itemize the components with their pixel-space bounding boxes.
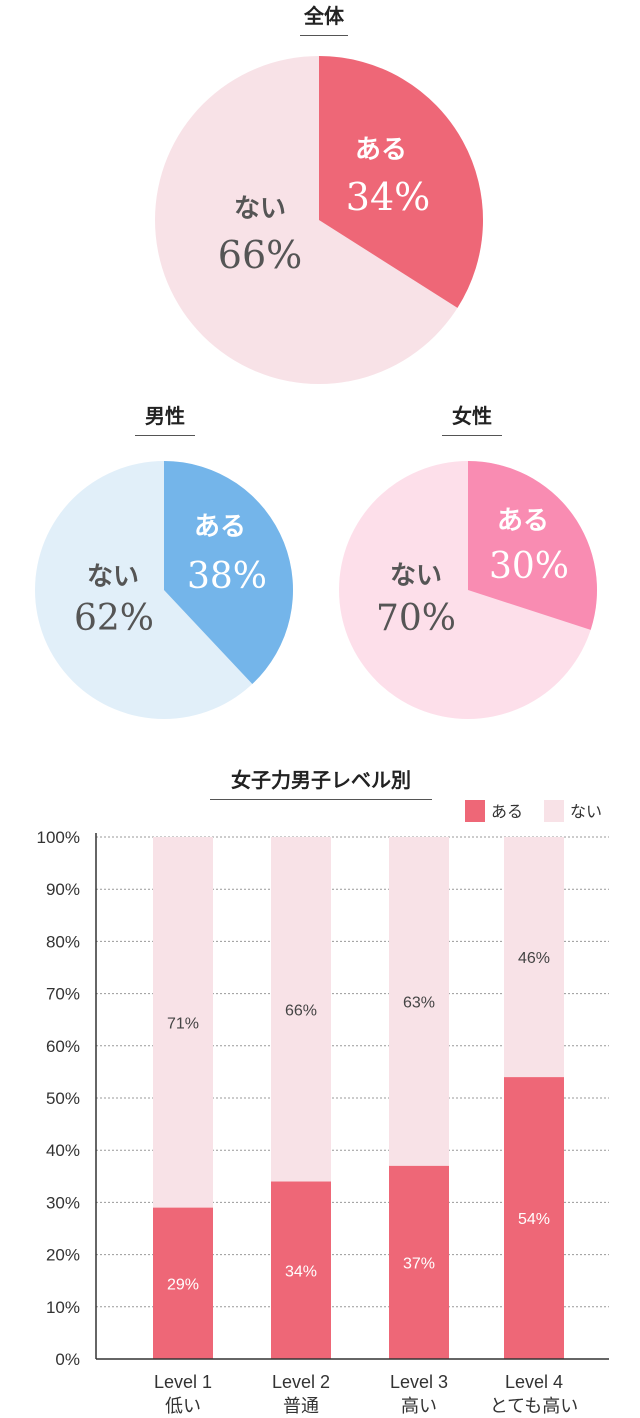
bar-segment-yes: [153, 1207, 213, 1359]
y-tick-label: 30%: [46, 1193, 80, 1212]
x-category-sublabel: 低い: [165, 1396, 201, 1416]
pie-label-yes: ある: [355, 135, 407, 165]
pie-chart-overall: ある 34% ない 66%: [155, 56, 483, 384]
pie-slice-yes: [164, 461, 293, 685]
pie-label-no: ない: [234, 194, 286, 224]
pie-value-yes: 34%: [346, 175, 430, 219]
bar-label-yes: 29%: [167, 1276, 199, 1293]
y-tick-label: 90%: [46, 880, 80, 899]
y-tick-label: 100%: [37, 828, 80, 847]
x-category-label: Level 1: [154, 1372, 212, 1392]
legend-label-no: ない: [570, 803, 602, 821]
y-tick-label: 60%: [46, 1037, 80, 1056]
legend-swatch-no: [544, 800, 564, 822]
pie-label-no: ない: [390, 561, 442, 591]
pie-title-overall: 全体: [300, 4, 348, 36]
bar-label-yes: 34%: [285, 1263, 317, 1280]
y-tick-label: 40%: [46, 1141, 80, 1160]
bar-label-no: 46%: [518, 950, 550, 967]
bar-segment-yes: [389, 1165, 449, 1359]
pie-slice-yes: [468, 461, 597, 630]
x-category-sublabel: とても高い: [490, 1396, 579, 1416]
bar-segment-no: [389, 837, 449, 1166]
y-tick-label: 20%: [46, 1246, 80, 1265]
pie-chart-female: ある 30% ない 70%: [339, 461, 597, 719]
x-category-label: Level 4: [505, 1372, 563, 1392]
y-tick-label: 50%: [46, 1089, 80, 1108]
pie-title-female: 女性: [442, 404, 502, 436]
bar-segment-no: [271, 837, 331, 1182]
pie-value-no: 70%: [376, 598, 456, 639]
bar-segment-no: [504, 837, 564, 1078]
bar-label-yes: 37%: [403, 1255, 435, 1272]
pie-title-male: 男性: [135, 404, 195, 436]
pie-value-no: 66%: [218, 233, 302, 277]
x-category-sublabel: 普通: [283, 1396, 319, 1416]
bar-segment-yes: [504, 1077, 564, 1359]
bar-segment-no: [153, 837, 213, 1208]
bar-chart: 0% 10% 20% 30% 40% 50% 60% 70% 80% 90% 100% 29% 71% L…: [37, 800, 609, 1416]
legend-swatch-yes: [465, 800, 485, 822]
pie-value-yes: 30%: [489, 546, 569, 587]
y-tick-label: 10%: [46, 1298, 80, 1317]
pie-label-yes: ある: [497, 506, 549, 536]
y-tick-label: 0%: [55, 1350, 80, 1369]
bar-label-yes: 54%: [518, 1211, 550, 1228]
bar-label-no: 71%: [167, 1015, 199, 1032]
pie-value-no: 62%: [74, 598, 154, 639]
pie-label-yes: ある: [194, 512, 246, 542]
bar-chart-title: 女子力男子レベル別: [210, 768, 432, 800]
x-category-label: Level 2: [272, 1372, 330, 1392]
y-tick-label: 70%: [46, 985, 80, 1004]
y-tick-label: 80%: [46, 932, 80, 951]
x-category-label: Level 3: [390, 1372, 448, 1392]
bar-label-no: 66%: [285, 1002, 317, 1019]
pie-label-no: ない: [87, 562, 139, 592]
bar-segment-yes: [271, 1181, 331, 1359]
x-category-sublabel: 高い: [401, 1396, 437, 1416]
pie-chart-male: ある 38% ない 62%: [35, 461, 293, 719]
pie-slice-yes: [319, 56, 483, 308]
pie-value-yes: 38%: [187, 556, 267, 597]
bar-label-no: 63%: [403, 994, 435, 1011]
legend-label-yes: ある: [491, 803, 523, 821]
